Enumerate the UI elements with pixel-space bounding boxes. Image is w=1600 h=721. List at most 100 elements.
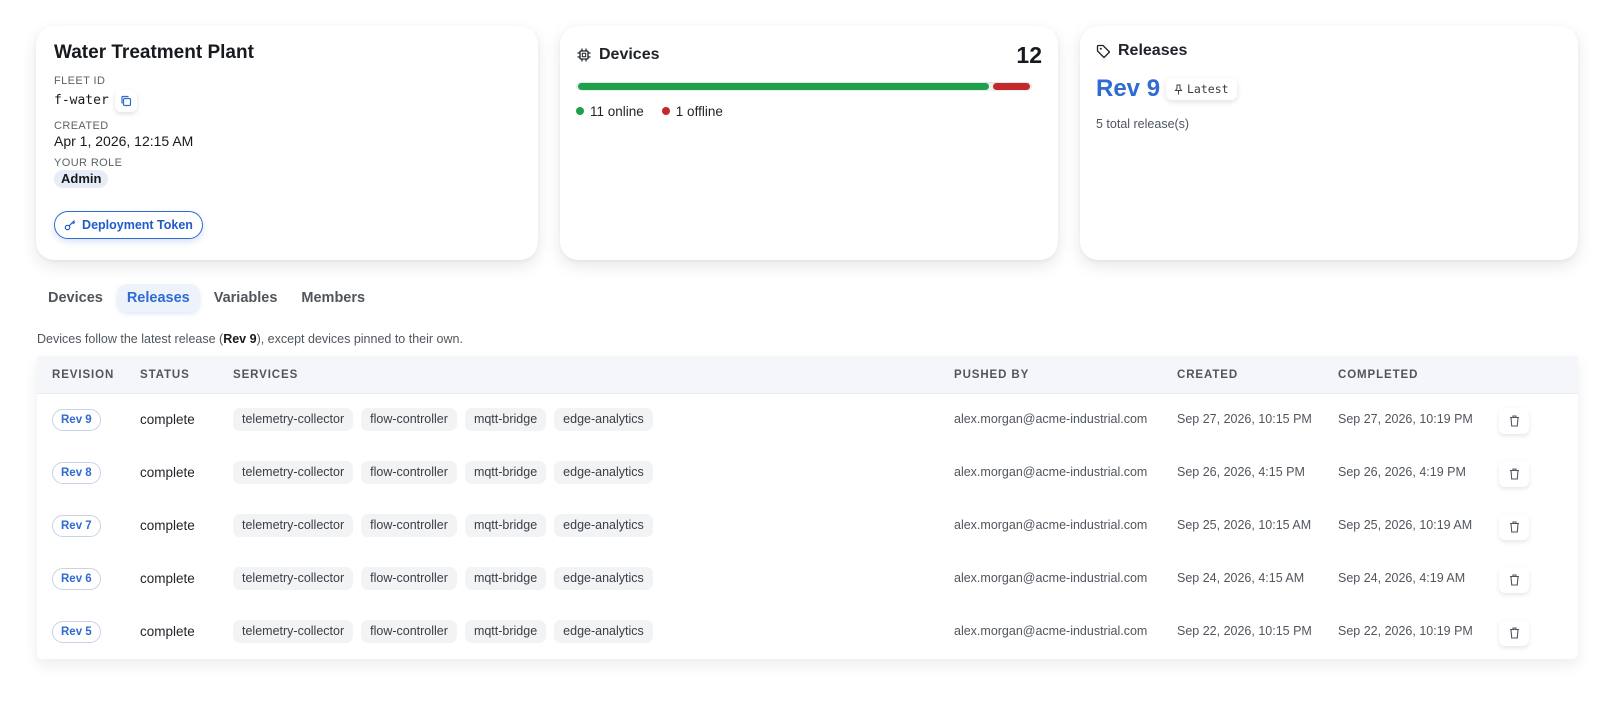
revision-badge[interactable]: Rev 9 [52,409,101,431]
service-chip: mqtt-bridge [464,408,547,431]
offline-dot [661,107,670,115]
service-chip: flow-controller [361,620,457,643]
note-rev: Rev 9 [223,332,257,346]
header-pushed-by: PUSHED BY [954,369,1030,381]
service-chip: edge-analytics [554,461,653,484]
created-value: Apr 1, 2026, 12:15 AM [54,133,194,149]
service-chip: flow-controller [361,461,457,484]
releases-table: REVISION STATUS SERVICES PUSHED BY CREAT… [37,356,1578,659]
created-cell: Sep 24, 2026, 4:15 AM [1177,571,1305,585]
status-cell: complete [140,465,195,480]
table-header: REVISION STATUS SERVICES PUSHED BY CREAT… [37,356,1578,394]
delete-release-button[interactable] [1499,567,1529,593]
offline-legend-label: 1 offline [675,104,723,119]
fleet-card: Water Treatment Plant FLEET ID f-water C… [36,26,538,260]
header-status: STATUS [140,369,190,381]
service-chip: telemetry-collector [233,514,354,537]
header-created: CREATED [1177,369,1239,381]
current-release: Rev 9 [1096,75,1161,102]
revision-badge[interactable]: Rev 6 [52,568,101,590]
created-cell: Sep 25, 2026, 10:15 AM [1177,518,1312,532]
services-cell: telemetry-collector flow-controller mqtt… [233,461,653,484]
devices-card: Devices 12 11 online 1 offline [560,26,1058,260]
online-segment [578,83,989,90]
service-chip: telemetry-collector [233,408,354,431]
tab-variables[interactable]: Variables [213,290,278,306]
note-before: Devices follow the latest release ( [37,332,224,346]
online-dot [576,107,584,115]
pushed-by-cell: alex.morgan@acme-industrial.com [954,465,1148,479]
service-chip: edge-analytics [554,567,653,590]
service-chip: flow-controller [361,514,457,537]
revision-badge[interactable]: Rev 5 [52,621,101,643]
device-count: 12 [1016,42,1042,68]
fleet-id-label: FLEET ID [54,75,106,87]
completed-cell: Sep 25, 2026, 10:19 AM [1338,518,1473,532]
deployment-token-label: Deployment Token [82,218,193,232]
service-chip: mqtt-bridge [464,620,547,643]
completed-cell: Sep 26, 2026, 4:19 PM [1338,465,1466,479]
created-label: CREATED [54,120,109,132]
service-chip: mqtt-bridge [464,514,547,537]
pushed-by-cell: alex.morgan@acme-industrial.com [954,412,1148,426]
service-chip: telemetry-collector [233,620,354,643]
status-cell: complete [140,571,195,586]
releases-card-title: Releases [1118,42,1188,59]
pushed-by-cell: alex.morgan@acme-industrial.com [954,624,1148,638]
pushed-by-cell: alex.morgan@acme-industrial.com [954,571,1148,585]
tab-members[interactable]: Members [301,290,366,306]
service-chip: mqtt-bridge [464,567,547,590]
devices-card-header: Devices [576,46,660,64]
delete-release-button[interactable] [1499,461,1529,487]
completed-cell: Sep 24, 2026, 4:19 AM [1338,571,1466,585]
service-chip: flow-controller [361,567,457,590]
offline-segment [993,83,1030,90]
services-cell: telemetry-collector flow-controller mqtt… [233,408,653,431]
revision-badge[interactable]: Rev 7 [52,515,101,537]
device-status-bar [576,82,1032,91]
release-policy-note: Devices follow the latest release (Rev 9… [37,332,463,346]
tag-icon [1096,44,1111,58]
services-cell: telemetry-collector flow-controller mqtt… [233,567,653,590]
latest-badge: Latest [1166,78,1237,100]
pushed-by-cell: alex.morgan@acme-industrial.com [954,518,1148,532]
tab-bar: Devices Releases Variables Members [38,284,375,312]
service-chip: edge-analytics [554,620,653,643]
deployment-token-button[interactable]: Deployment Token [54,211,203,239]
fleet-title: Water Treatment Plant [54,42,254,63]
copy-fleet-id-button[interactable] [115,90,137,112]
online-legend: 11 online [576,104,644,119]
key-icon [64,220,76,231]
service-chip: edge-analytics [554,408,653,431]
copy-icon [121,95,132,107]
service-chip: telemetry-collector [233,567,354,590]
pin-icon [1174,84,1183,94]
revision-badge[interactable]: Rev 8 [52,462,101,484]
status-cell: complete [140,518,195,533]
role-label: YOUR ROLE [54,157,123,169]
tab-releases[interactable]: Releases [116,284,200,312]
header-services: SERVICES [233,369,299,381]
table-row: Rev 9 complete telemetry-collector flow-… [37,394,1578,447]
device-status-legend: 11 online 1 offline [576,104,723,119]
trash-icon [1509,468,1519,480]
header-revision: REVISION [52,369,115,381]
services-cell: telemetry-collector flow-controller mqtt… [233,620,653,643]
offline-legend: 1 offline [661,104,723,119]
table-row: Rev 6 complete telemetry-collector flow-… [37,553,1578,606]
service-chip: telemetry-collector [233,461,354,484]
chip-icon [577,48,591,62]
online-legend-label: 11 online [590,104,644,119]
fleet-id-value: f-water [54,93,109,108]
delete-release-button[interactable] [1499,408,1529,434]
releases-card: Releases Rev 9 Latest 5 total release(s) [1080,26,1578,260]
delete-release-button[interactable] [1499,620,1529,646]
delete-release-button[interactable] [1499,514,1529,540]
created-cell: Sep 27, 2026, 10:15 PM [1177,412,1312,426]
created-cell: Sep 26, 2026, 4:15 PM [1177,465,1305,479]
trash-icon [1509,574,1519,586]
header-completed: COMPLETED [1338,369,1419,381]
completed-cell: Sep 27, 2026, 10:19 PM [1338,412,1473,426]
table-row: Rev 8 complete telemetry-collector flow-… [37,447,1578,500]
tab-devices[interactable]: Devices [48,290,103,306]
